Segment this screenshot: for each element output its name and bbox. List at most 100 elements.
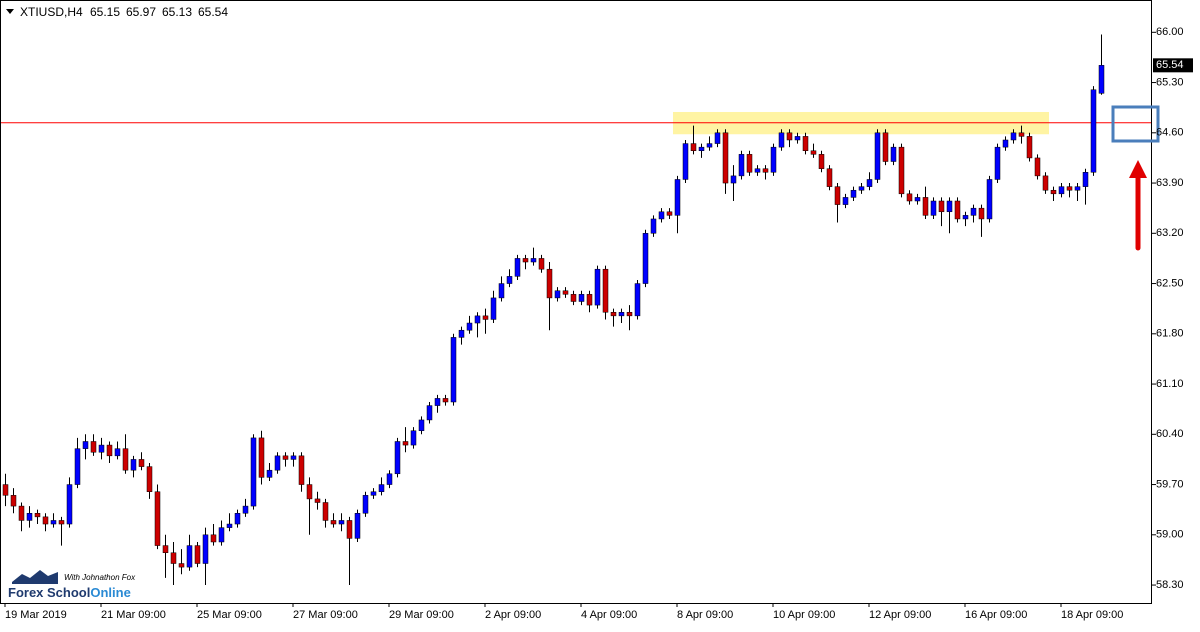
candle-body xyxy=(186,545,193,568)
candle-body xyxy=(490,297,497,320)
candle-body xyxy=(90,441,97,453)
candle-body xyxy=(226,523,233,528)
low: 65.13 xyxy=(162,5,192,19)
logo: With Johnathon Fox Forex SchoolOnline xyxy=(8,570,136,600)
candle-body xyxy=(842,197,849,205)
y-tick-label: 61.80 xyxy=(1156,328,1184,340)
candle-body xyxy=(946,200,953,213)
candle-body xyxy=(778,132,785,148)
x-tick-label: 18 Apr 09:00 xyxy=(1061,609,1123,621)
candle-body xyxy=(338,520,345,525)
candle-body xyxy=(106,444,113,457)
candle-body xyxy=(2,484,9,496)
candle-body xyxy=(474,315,481,324)
candle-body xyxy=(802,136,809,151)
candle-body xyxy=(634,283,641,317)
candle-body xyxy=(514,258,521,277)
candle-body xyxy=(754,168,761,173)
candle-body xyxy=(962,215,969,220)
candle-body xyxy=(170,552,177,564)
candle-body xyxy=(794,136,801,141)
candle-body xyxy=(714,132,721,144)
candle-body xyxy=(194,545,201,564)
candle-body xyxy=(402,441,409,446)
candle-body xyxy=(746,154,753,173)
candle-body xyxy=(202,534,209,564)
x-tick-label: 16 Apr 09:00 xyxy=(965,609,1027,621)
candle-body xyxy=(530,258,537,263)
candle-body xyxy=(538,258,545,270)
candle-body xyxy=(554,290,561,299)
candle-body xyxy=(818,154,825,169)
candle-body xyxy=(882,132,889,162)
candle-body xyxy=(258,437,265,478)
candle-body xyxy=(410,430,417,446)
x-tick-label: 21 Mar 09:00 xyxy=(101,609,166,621)
candle-body xyxy=(906,193,913,202)
candle-body xyxy=(482,315,489,320)
candle-body xyxy=(1058,186,1065,195)
candle-body xyxy=(1066,186,1073,191)
candle-body xyxy=(290,455,297,460)
candle-body xyxy=(266,469,273,478)
candle-body xyxy=(394,441,401,475)
candle-body xyxy=(762,168,769,173)
x-tick-label: 12 Apr 09:00 xyxy=(869,609,931,621)
candle-body xyxy=(306,484,313,500)
candle-body xyxy=(858,186,865,191)
arrow-head xyxy=(1129,160,1147,178)
candle-body xyxy=(786,132,793,141)
candle-body xyxy=(570,294,577,302)
candle-body xyxy=(210,534,217,543)
x-tick-label: 8 Apr 09:00 xyxy=(677,609,733,621)
candle-body xyxy=(314,498,321,503)
candle-body xyxy=(50,520,57,525)
candle-body xyxy=(1042,175,1049,191)
candle-body xyxy=(458,329,465,338)
highlight-box xyxy=(1111,105,1160,143)
plot-frame xyxy=(0,0,1152,604)
x-tick-label: 2 Apr 09:00 xyxy=(485,609,541,621)
candle-body xyxy=(58,520,65,525)
candle-body xyxy=(626,312,633,317)
price-label: 65.54 xyxy=(1156,59,1184,71)
candle-body xyxy=(970,207,977,216)
candle-body xyxy=(466,322,473,331)
candle-body xyxy=(10,495,17,507)
candle-body xyxy=(98,444,105,453)
candle-body xyxy=(954,200,961,220)
candle-body xyxy=(82,441,89,449)
candle-body xyxy=(898,146,905,195)
candle-body xyxy=(138,459,145,467)
y-tick-label: 64.60 xyxy=(1156,127,1184,139)
candle-body xyxy=(698,146,705,152)
high: 65.97 xyxy=(126,5,156,19)
y-tick-label: 66.00 xyxy=(1156,26,1184,38)
candle-body xyxy=(450,337,457,403)
candle-body xyxy=(978,207,985,220)
candle-body xyxy=(866,179,873,187)
candle-body xyxy=(834,186,841,205)
candle-body xyxy=(690,143,697,151)
candle-body xyxy=(370,491,377,496)
x-tick-label: 25 Mar 09:00 xyxy=(197,609,262,621)
candle-body xyxy=(914,197,921,202)
candle-body xyxy=(610,312,617,317)
logo-tagline: With Johnathon Fox xyxy=(64,573,136,582)
candle-body xyxy=(442,398,449,403)
close: 65.54 xyxy=(198,5,228,19)
underlay xyxy=(0,111,1152,135)
y-tick-label: 63.90 xyxy=(1156,177,1184,189)
candle-body xyxy=(770,146,777,173)
candle-body xyxy=(722,132,729,184)
candle-body xyxy=(1082,172,1089,187)
candle-body xyxy=(122,448,129,471)
x-tick-label: 19 Mar 2019 xyxy=(5,609,67,621)
candle-body xyxy=(658,211,665,220)
candle-body xyxy=(322,502,329,521)
logo-brand: Forex SchoolOnline xyxy=(8,585,131,600)
candle-body xyxy=(1074,186,1081,191)
candle-body xyxy=(346,520,353,539)
